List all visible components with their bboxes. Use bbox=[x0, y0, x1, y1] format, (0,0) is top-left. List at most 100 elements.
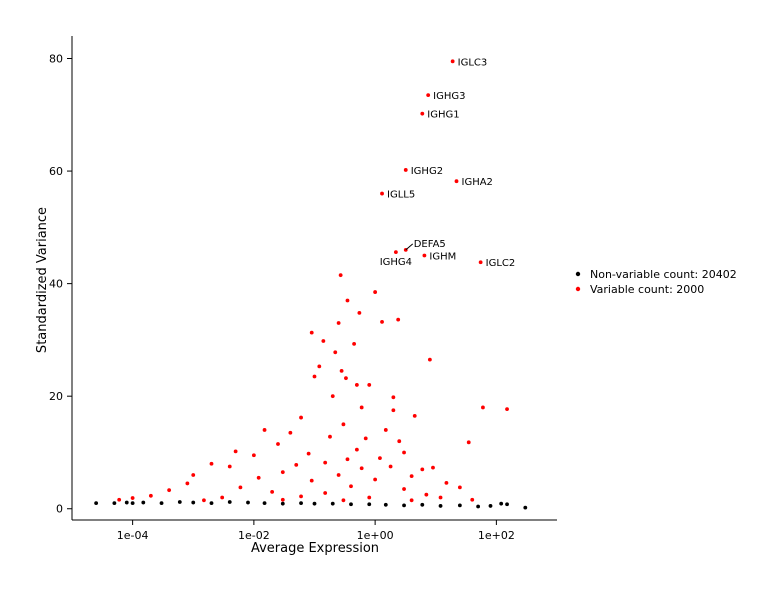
non-variable-point bbox=[349, 502, 353, 507]
variable-point bbox=[393, 250, 398, 255]
variable-point bbox=[345, 457, 350, 462]
variable-point bbox=[457, 485, 462, 490]
non-variable-points bbox=[94, 500, 528, 510]
variable-point bbox=[478, 260, 483, 265]
variable-point bbox=[238, 485, 243, 490]
variable-point bbox=[466, 440, 471, 445]
variable-point bbox=[373, 290, 378, 294]
variable-point bbox=[233, 449, 238, 454]
non-variable-point bbox=[262, 501, 267, 506]
x-tick-label: 1e+00 bbox=[357, 529, 394, 542]
variable-point bbox=[454, 179, 459, 184]
variable-point bbox=[309, 478, 314, 483]
label-leader-line bbox=[405, 243, 414, 251]
variable-point bbox=[470, 497, 475, 502]
gene-label: IGLL5 bbox=[387, 190, 415, 201]
non-variable-point bbox=[476, 504, 481, 509]
non-variable-point bbox=[499, 501, 504, 506]
x-tick-label: 1e+02 bbox=[478, 529, 515, 542]
non-variable-point bbox=[330, 501, 335, 506]
non-variable-point bbox=[457, 503, 462, 508]
x-tick-label: 1e-04 bbox=[117, 529, 149, 542]
variable-point bbox=[349, 484, 353, 489]
variable-point bbox=[262, 428, 267, 432]
variable-point bbox=[185, 481, 190, 486]
non-variable-point bbox=[402, 503, 406, 508]
variable-point bbox=[391, 408, 396, 413]
non-variable-point bbox=[383, 502, 388, 507]
variable-point bbox=[403, 168, 408, 172]
variable-point bbox=[288, 430, 293, 435]
legend: Non-variable count: 20402 Variable count… bbox=[575, 268, 737, 296]
variable-point bbox=[412, 413, 417, 418]
variable-point bbox=[220, 495, 225, 500]
gene-label: IGLC3 bbox=[458, 57, 488, 68]
gene-label: IGLC2 bbox=[486, 258, 516, 269]
non-variable-point bbox=[112, 501, 117, 506]
variable-point bbox=[380, 319, 384, 324]
legend-label-non-variable: Non-variable count: 20402 bbox=[590, 268, 737, 281]
variable-point bbox=[409, 474, 414, 479]
variable-point bbox=[444, 480, 449, 485]
non-variable-point bbox=[209, 501, 214, 506]
axes bbox=[71, 36, 557, 521]
variable-point bbox=[431, 465, 435, 470]
variable-point bbox=[383, 428, 388, 432]
x-tick-label: 1e-02 bbox=[238, 529, 270, 542]
variable-point bbox=[402, 450, 406, 455]
variable-point bbox=[227, 464, 232, 469]
gene-label: IGHG2 bbox=[411, 166, 443, 177]
gene-label: IGHG4 bbox=[380, 257, 412, 268]
variable-point bbox=[388, 464, 393, 469]
non-variable-point bbox=[505, 502, 509, 507]
variable-point bbox=[402, 487, 406, 491]
variable-point bbox=[380, 191, 384, 196]
variable-point bbox=[352, 341, 357, 346]
variable-point bbox=[481, 405, 485, 410]
non-variable-point bbox=[280, 501, 285, 506]
variable-point bbox=[354, 447, 359, 452]
variable-point bbox=[367, 383, 372, 387]
variable-point bbox=[426, 93, 431, 97]
variable-point bbox=[424, 492, 429, 497]
variable-point bbox=[323, 491, 328, 495]
gene-label: DEFA5 bbox=[414, 239, 446, 250]
variable-point bbox=[321, 339, 326, 343]
variable-point bbox=[397, 439, 402, 444]
variable-point bbox=[209, 461, 214, 466]
variable-point bbox=[130, 496, 135, 500]
variable-points bbox=[117, 59, 509, 503]
y-tick-label: 20 bbox=[49, 390, 63, 403]
variable-point bbox=[191, 473, 196, 477]
variable-point bbox=[323, 460, 328, 465]
variable-point bbox=[294, 462, 299, 467]
non-variable-point bbox=[94, 501, 99, 506]
variable-point bbox=[373, 477, 378, 482]
non-variable-point bbox=[159, 501, 164, 506]
gene-label: IGHM bbox=[429, 251, 456, 262]
variable-point bbox=[367, 495, 372, 500]
variable-point bbox=[341, 498, 346, 503]
variable-point bbox=[336, 321, 341, 325]
variable-point bbox=[363, 436, 368, 441]
non-variable-point bbox=[177, 500, 182, 504]
variable-point bbox=[420, 467, 425, 472]
gene-labels: IGLC3 IGHG3 IGHG1 IGHG2 IGHA2 IGLL5 DEFA5IGHG4… bbox=[380, 57, 516, 269]
variable-point bbox=[505, 407, 509, 412]
variable-point bbox=[167, 488, 172, 493]
variable-point bbox=[420, 111, 425, 116]
variable-point bbox=[330, 394, 335, 399]
variable-point bbox=[306, 451, 311, 456]
variable-point bbox=[396, 317, 401, 322]
y-tick-label: 0 bbox=[56, 503, 63, 516]
variable-point bbox=[280, 470, 285, 475]
variable-point bbox=[117, 497, 122, 502]
non-variable-point bbox=[124, 500, 129, 505]
variable-point bbox=[359, 466, 364, 471]
variable-point bbox=[354, 383, 359, 387]
non-variable-point bbox=[191, 500, 196, 505]
y-axis-ticks: 0 20 40 60 80 bbox=[49, 53, 72, 516]
variable-point bbox=[359, 405, 364, 410]
